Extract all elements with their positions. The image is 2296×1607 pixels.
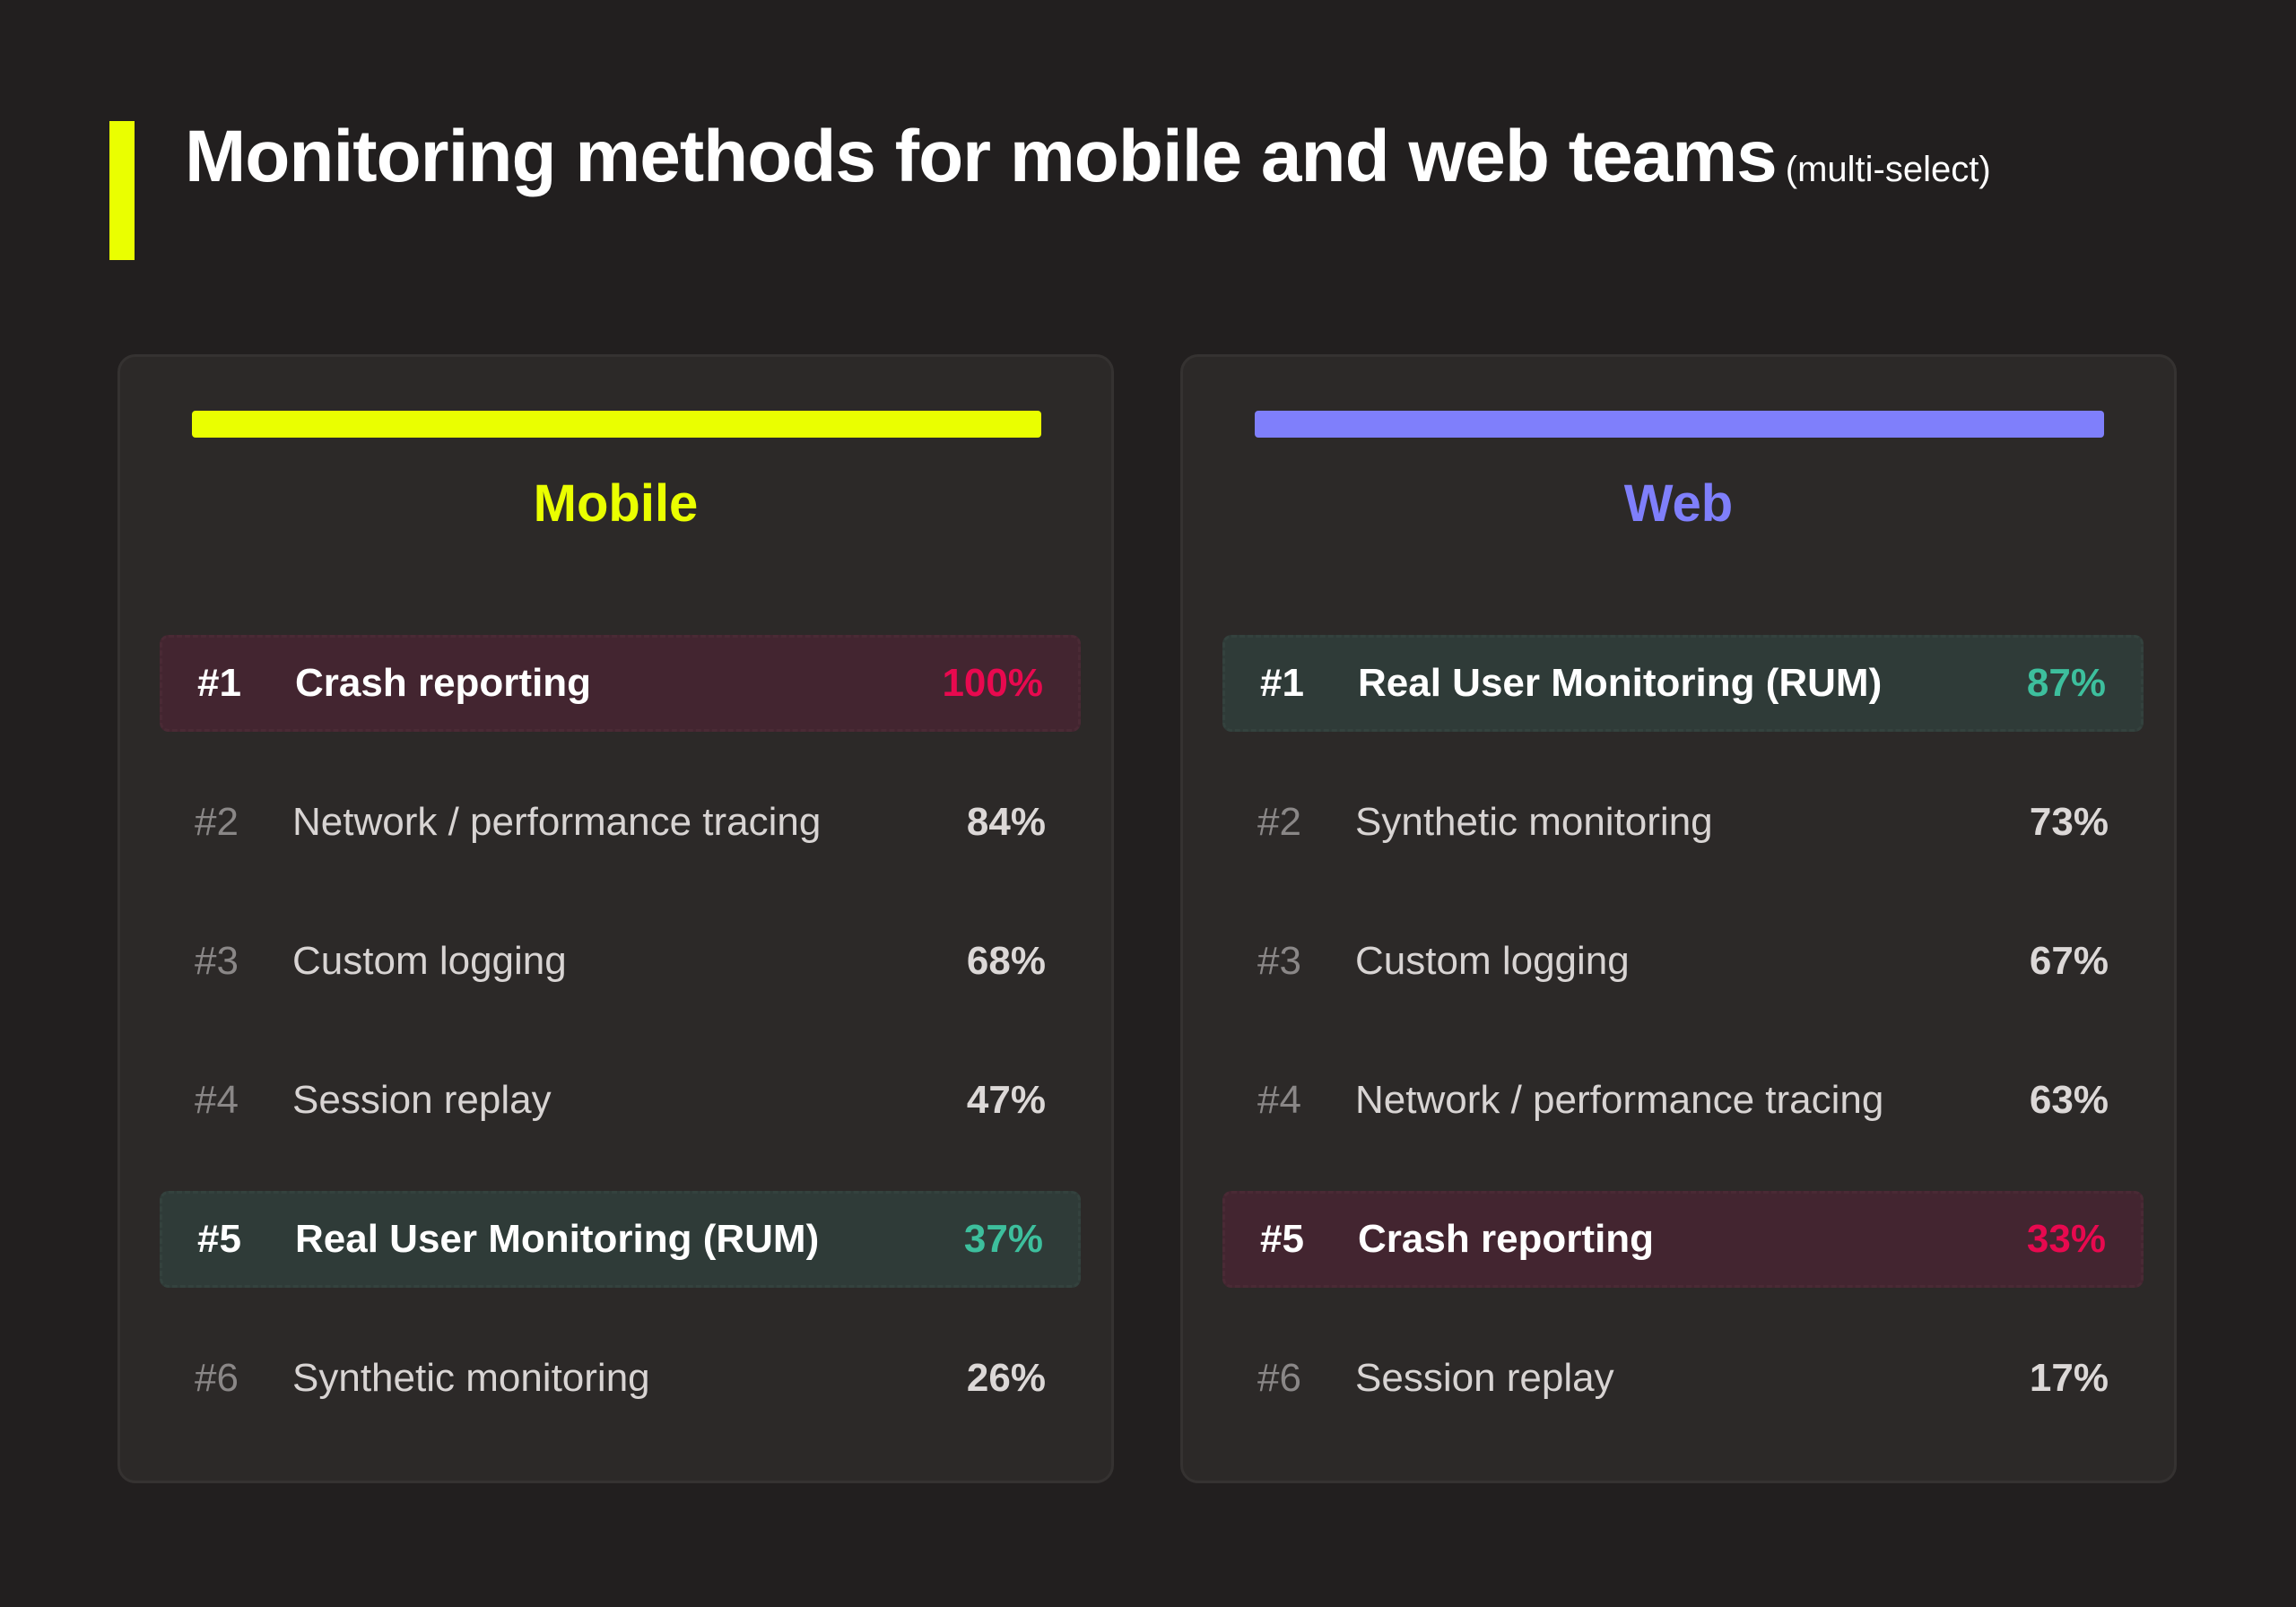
row-percent: 26% (966, 1356, 1046, 1400)
row-percent: 17% (2029, 1356, 2109, 1400)
row-label: Crash reporting (295, 661, 592, 705)
ranking-row: #5 Crash reporting 33% (1222, 1191, 2144, 1288)
ranking-row: #2 Synthetic monitoring 73% (1222, 774, 2144, 871)
row-rank: #5 (1260, 1217, 1304, 1261)
row-rank: #4 (1257, 1078, 1301, 1122)
row-percent: 68% (966, 939, 1046, 983)
row-percent: 63% (2029, 1078, 2109, 1122)
row-rank: #4 (195, 1078, 239, 1122)
ranking-row: #4 Network / performance tracing 63% (1222, 1052, 2144, 1149)
ranking-row: #4 Session replay 47% (160, 1052, 1081, 1149)
row-rank: #3 (1257, 939, 1301, 983)
row-percent: 33% (2026, 1217, 2106, 1261)
row-label: Crash reporting (1358, 1217, 1655, 1261)
ranking-row: #5 Real User Monitoring (RUM) 37% (160, 1191, 1081, 1288)
mobile-heading: Mobile (533, 474, 699, 533)
row-label: Network / performance tracing (1355, 1078, 1884, 1122)
row-label: Synthetic monitoring (292, 1356, 650, 1400)
row-label: Network / performance tracing (292, 800, 822, 844)
row-percent: 47% (966, 1078, 1046, 1122)
row-label: Synthetic monitoring (1355, 800, 1713, 844)
web-color-bar (1255, 411, 2104, 438)
row-rank: #2 (195, 800, 239, 844)
row-label: Real User Monitoring (RUM) (1358, 661, 1883, 705)
row-label: Real User Monitoring (RUM) (295, 1217, 820, 1261)
row-percent: 87% (2026, 661, 2106, 705)
title-accent-bar (109, 121, 135, 260)
mobile-panel: Mobile #1 Crash reporting 100% #2 Network / … (117, 354, 1114, 1483)
ranking-row: #1 Crash reporting 100% (160, 635, 1081, 732)
ranking-row: #6 Synthetic monitoring 26% (160, 1330, 1081, 1427)
row-rank: #5 (197, 1217, 241, 1261)
ranking-row: #2 Network / performance tracing 84% (160, 774, 1081, 871)
page-title: Monitoring methods for mobile and web te… (185, 115, 1991, 199)
row-rank: #6 (195, 1356, 239, 1400)
row-label: Custom logging (1355, 939, 1630, 983)
row-percent: 67% (2029, 939, 2109, 983)
web-panel: Web #1 Real User Monitoring (RUM) 87% #2 Syn… (1180, 354, 2177, 1483)
ranking-row: #3 Custom logging 67% (1222, 913, 2144, 1010)
row-rank: #2 (1257, 800, 1301, 844)
row-label: Custom logging (292, 939, 567, 983)
row-label: Session replay (292, 1078, 552, 1122)
row-rank: #6 (1257, 1356, 1301, 1400)
row-percent: 73% (2029, 800, 2109, 844)
row-percent: 84% (966, 800, 1046, 844)
row-label: Session replay (1355, 1356, 1614, 1400)
row-rank: #1 (1260, 661, 1304, 705)
ranking-row: #3 Custom logging 68% (160, 913, 1081, 1010)
title-text: Monitoring methods for mobile and web te… (185, 116, 1778, 197)
title-subtitle: (multi-select) (1785, 150, 1991, 189)
ranking-row: #6 Session replay 17% (1222, 1330, 2144, 1427)
mobile-color-bar (192, 411, 1041, 438)
web-heading: Web (1623, 474, 1734, 533)
ranking-row: #1 Real User Monitoring (RUM) 87% (1222, 635, 2144, 732)
row-percent: 100% (942, 661, 1043, 705)
row-rank: #3 (195, 939, 239, 983)
row-percent: 37% (963, 1217, 1043, 1261)
row-rank: #1 (197, 661, 241, 705)
